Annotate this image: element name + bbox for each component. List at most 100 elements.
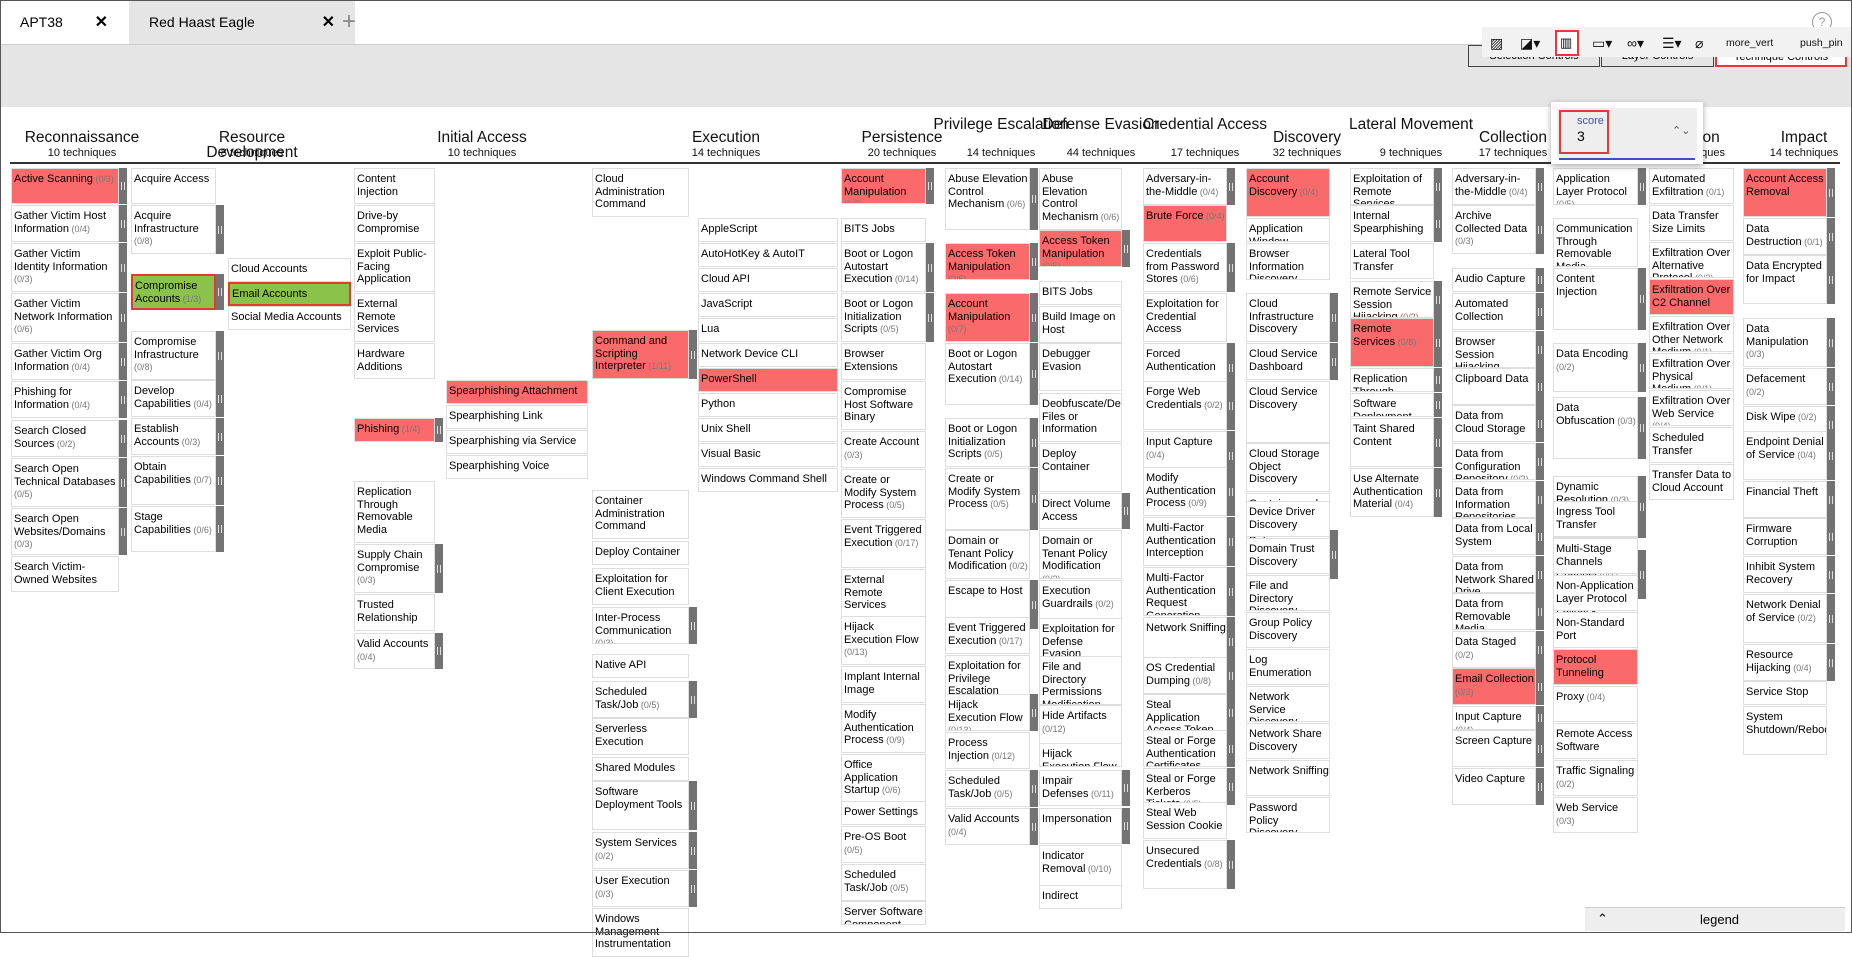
technique-cell[interactable]: Exfiltration Over Alternative Protocol (… [1649,242,1734,278]
technique-cell[interactable]: Endpoint Denial of Service (0/4) [1743,431,1827,480]
subtechnique-toggle[interactable] [1536,168,1544,205]
tactic-header[interactable]: Lateral Movement [1348,116,1474,133]
technique-cell[interactable]: Process Injection (0/12) [945,732,1030,769]
technique-cell[interactable]: Deploy Container [1039,443,1122,492]
subtechnique-toggle[interactable] [1030,580,1038,629]
technique-cell[interactable]: System Shutdown/Reboot [1743,706,1827,755]
technique-cell[interactable]: Data Obfuscation (0/3) [1553,397,1638,459]
technique-cell[interactable]: Forge Web Credentials (0/2) [1143,381,1227,430]
technique-cell[interactable]: Compromise Host Software Binary [841,381,926,430]
technique-cell[interactable]: JavaScript [698,293,838,317]
technique-cell[interactable]: Financial Theft [1743,481,1827,518]
technique-cell[interactable]: Acquire Access [131,168,216,204]
technique-cell[interactable]: Social Media Accounts [228,306,351,330]
technique-cell[interactable]: Steal Application Access Token [1143,694,1227,731]
technique-cell[interactable]: Scheduled Task/Job (0/5) [841,864,926,901]
technique-cell[interactable]: OS Credential Dumping (0/8) [1143,657,1227,694]
technique-cell[interactable]: Scheduled Transfer [1649,427,1734,463]
technique-cell[interactable]: Pre-OS Boot (0/5) [841,826,926,863]
technique-cell[interactable]: File and Directory Permissions Modificat… [1039,656,1122,705]
technique-cell[interactable]: Stage Capabilities (0/6) [131,506,216,552]
technique-cell[interactable]: Office Application Startup (0/6) [841,754,926,803]
subtechnique-toggle[interactable] [1434,368,1442,392]
subtechnique-toggle[interactable] [1536,293,1544,330]
technique-cell[interactable]: Exploit Public-Facing Application [354,243,435,292]
technique-cell[interactable]: Spearphishing Voice [446,455,588,479]
technique-cell[interactable]: Boot or Logon Initialization Scripts (0/… [945,418,1030,467]
subtechnique-toggle[interactable] [1827,318,1835,367]
subtechnique-toggle[interactable] [1030,808,1038,845]
technique-cell[interactable]: Unix Shell [698,418,838,442]
technique-cell[interactable]: Trusted Relationship [354,594,435,631]
subtechnique-toggle[interactable] [1434,168,1442,205]
subtechnique-toggle[interactable] [1827,406,1835,443]
technique-cell[interactable]: Defacement (0/2) [1743,368,1827,405]
subtechnique-toggle[interactable] [926,293,934,342]
technique-cell[interactable]: Credentials from Password Stores (0/6) [1143,243,1227,292]
technique-cell[interactable]: Event Triggered Execution (0/17) [945,617,1030,654]
technique-cell[interactable]: Remote Access Software [1553,723,1638,759]
technique-cell[interactable]: Create or Modify System Process (0/5) [841,469,926,518]
technique-cell[interactable]: Inter-Process Communication (0/3) [592,607,689,644]
technique-cell[interactable]: Exploitation of Remote Services [1350,168,1434,205]
technique-cell[interactable]: Cloud API [698,268,838,292]
technique-cell[interactable]: Data Destruction (0/1) [1743,218,1827,255]
subtechnique-toggle[interactable] [1638,476,1646,538]
subtechnique-toggle[interactable] [1030,694,1038,731]
tactic-header[interactable]: Credential Access [1142,116,1268,133]
technique-cell[interactable]: Hardware Additions [354,343,435,379]
technique-cell[interactable]: Hijack Execution Flow (0/13) [945,694,1030,731]
technique-cell[interactable]: Boot or Logon Initialization Scripts (0/… [841,293,926,342]
technique-cell[interactable]: Gather Victim Org Information (0/4) [11,343,119,380]
subtechnique-toggle[interactable] [1434,393,1442,417]
subtechnique-toggle[interactable] [1227,343,1235,392]
tactic-header[interactable]: Resource Development [206,129,298,161]
subtechnique-toggle[interactable] [1030,293,1038,342]
subtechnique-toggle[interactable] [216,506,224,552]
technique-cell[interactable]: Data from Cloud Storage [1452,405,1536,442]
technique-cell[interactable]: Search Victim-Owned Websites [11,556,119,592]
subtechnique-toggle[interactable] [1827,518,1835,555]
subtechnique-toggle[interactable] [1827,644,1835,681]
subtechnique-toggle[interactable] [689,781,697,830]
technique-cell[interactable]: Access Token Manipulation (0/5) [1039,230,1122,267]
technique-cell[interactable]: Remote Service Session Hijacking (0/2) [1350,281,1434,318]
technique-cell[interactable]: Windows Command Shell [698,468,838,492]
subtechnique-toggle[interactable] [689,681,697,718]
tactic-header[interactable]: Initial Access [437,129,527,146]
subtechnique-toggle[interactable] [689,870,697,907]
technique-cell[interactable]: Exfiltration Over Web Service (0/4) [1649,390,1734,426]
technique-cell[interactable]: Application Window Discovery [1246,218,1330,242]
subtechnique-toggle[interactable] [119,168,127,204]
technique-cell[interactable]: Domain Trust Discovery [1246,538,1330,574]
subtechnique-toggle[interactable] [1030,770,1038,807]
technique-cell[interactable]: Gather Victim Host Information (0/4) [11,205,119,242]
technique-cell[interactable]: Replication Through Removable Media [1350,368,1434,392]
subtechnique-toggle[interactable] [1827,368,1835,405]
technique-cell[interactable]: Brute Force (0/4) [1143,205,1227,242]
subtechnique-toggle[interactable] [216,456,224,505]
technique-cell[interactable]: Data from Local System [1452,518,1536,555]
subtechnique-toggle[interactable] [119,243,127,292]
technique-cell[interactable]: Cloud Service Discovery [1246,381,1330,443]
subtechnique-toggle[interactable] [1536,481,1544,518]
technique-cell[interactable]: Resource Hijacking (0/4) [1743,644,1827,681]
technique-cell[interactable]: Ingress Tool Transfer [1553,501,1638,537]
subtechnique-toggle[interactable] [216,205,224,254]
technique-cell[interactable]: Content Injection [354,168,435,204]
subtechnique-toggle[interactable] [1030,168,1038,230]
technique-cell[interactable]: Access Token Manipulation (0/5) [945,243,1030,280]
score-field[interactable] [1557,108,1697,158]
subtechnique-toggle[interactable] [1122,230,1130,267]
subtechnique-toggle[interactable] [689,607,697,644]
technique-cell[interactable]: Screen Capture [1452,730,1536,767]
technique-cell[interactable]: Device Driver Discovery [1246,501,1330,537]
subtechnique-toggle[interactable] [1536,205,1544,254]
technique-cell[interactable]: Serverless Execution [592,718,689,755]
technique-cell[interactable]: Multi-Stage Channels [1553,538,1638,574]
technique-cell[interactable]: Domain or Tenant Policy Modification (0/… [945,530,1030,579]
push-pin-button[interactable]: push_pin [1800,37,1843,49]
technique-cell[interactable]: Phishing for Information (0/4) [11,381,119,418]
technique-cell[interactable]: Boot or Logon Autostart Execution (0/14) [945,343,1030,405]
subtechnique-toggle[interactable] [1536,593,1544,630]
